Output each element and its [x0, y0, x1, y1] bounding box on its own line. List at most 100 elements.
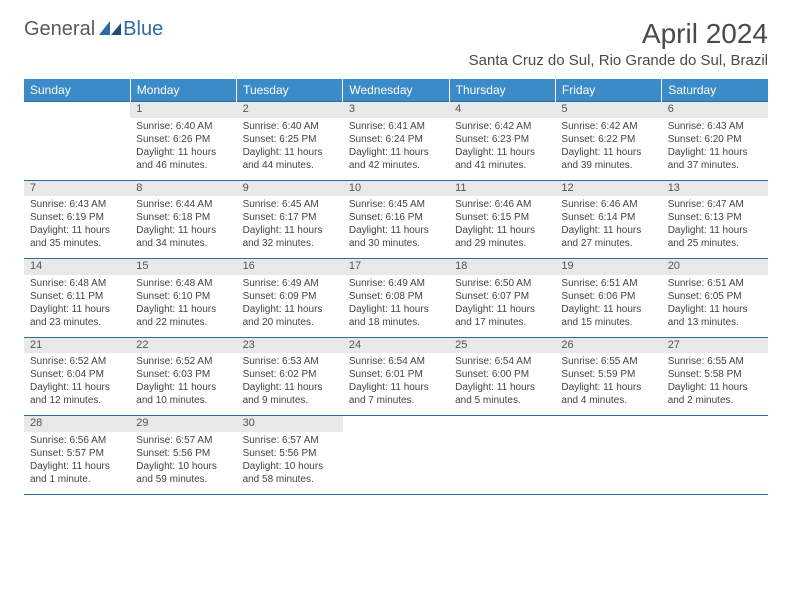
cell-line-d1: Daylight: 10 hours	[243, 460, 337, 473]
cell-line-d1: Daylight: 11 hours	[30, 303, 124, 316]
day-number-cell: 30	[237, 416, 343, 432]
cell-line-sr: Sunrise: 6:43 AM	[668, 120, 762, 133]
day-content-cell: Sunrise: 6:51 AMSunset: 6:06 PMDaylight:…	[555, 275, 661, 337]
day-content-cell: Sunrise: 6:54 AMSunset: 6:00 PMDaylight:…	[449, 353, 555, 415]
cell-line-sr: Sunrise: 6:49 AM	[243, 277, 337, 290]
title-block: April 2024 Santa Cruz do Sul, Rio Grande…	[469, 18, 768, 69]
day-number-cell: 13	[662, 180, 768, 196]
cell-line-ss: Sunset: 6:04 PM	[30, 368, 124, 381]
cell-line-d2: and 5 minutes.	[455, 394, 549, 407]
cell-line-ss: Sunset: 6:02 PM	[243, 368, 337, 381]
cell-line-d1: Daylight: 11 hours	[455, 224, 549, 237]
daynum-row: 123456	[24, 102, 768, 118]
cell-line-sr: Sunrise: 6:55 AM	[561, 355, 655, 368]
content-row: Sunrise: 6:40 AMSunset: 6:26 PMDaylight:…	[24, 118, 768, 180]
cell-line-d1: Daylight: 10 hours	[136, 460, 230, 473]
day-number-cell: 15	[130, 259, 236, 275]
cell-line-ss: Sunset: 6:17 PM	[243, 211, 337, 224]
cell-line-d2: and 37 minutes.	[668, 159, 762, 172]
cell-line-d1: Daylight: 11 hours	[349, 381, 443, 394]
day-content-cell: Sunrise: 6:46 AMSunset: 6:15 PMDaylight:…	[449, 196, 555, 258]
day-header: Friday	[555, 79, 661, 102]
daynum-row: 21222324252627	[24, 337, 768, 353]
day-header: Wednesday	[343, 79, 449, 102]
day-number-cell	[662, 416, 768, 432]
cell-line-d1: Daylight: 11 hours	[349, 303, 443, 316]
day-content-cell: Sunrise: 6:41 AMSunset: 6:24 PMDaylight:…	[343, 118, 449, 180]
day-number-cell: 23	[237, 337, 343, 353]
day-content-cell: Sunrise: 6:46 AMSunset: 6:14 PMDaylight:…	[555, 196, 661, 258]
cell-line-ss: Sunset: 6:19 PM	[30, 211, 124, 224]
cell-line-d2: and 58 minutes.	[243, 473, 337, 486]
cell-line-d1: Daylight: 11 hours	[668, 224, 762, 237]
cell-line-ss: Sunset: 6:14 PM	[561, 211, 655, 224]
day-header: Thursday	[449, 79, 555, 102]
cell-line-d2: and 34 minutes.	[136, 237, 230, 250]
cell-line-sr: Sunrise: 6:48 AM	[136, 277, 230, 290]
cell-line-d1: Daylight: 11 hours	[30, 460, 124, 473]
day-content-cell: Sunrise: 6:54 AMSunset: 6:01 PMDaylight:…	[343, 353, 449, 415]
cell-line-d2: and 29 minutes.	[455, 237, 549, 250]
day-number-cell: 14	[24, 259, 130, 275]
brand-blue: Blue	[123, 18, 163, 41]
cell-line-d2: and 17 minutes.	[455, 316, 549, 329]
cell-line-ss: Sunset: 6:08 PM	[349, 290, 443, 303]
cell-line-sr: Sunrise: 6:46 AM	[455, 198, 549, 211]
cell-line-d1: Daylight: 11 hours	[455, 146, 549, 159]
cell-line-sr: Sunrise: 6:52 AM	[30, 355, 124, 368]
header: General Blue April 2024 Santa Cruz do Su…	[0, 0, 792, 73]
content-row: Sunrise: 6:52 AMSunset: 6:04 PMDaylight:…	[24, 353, 768, 415]
cell-line-d2: and 42 minutes.	[349, 159, 443, 172]
day-number-cell: 9	[237, 180, 343, 196]
day-header: Monday	[130, 79, 236, 102]
cell-line-d2: and 1 minute.	[30, 473, 124, 486]
cell-line-d2: and 15 minutes.	[561, 316, 655, 329]
cell-line-d2: and 41 minutes.	[455, 159, 549, 172]
cell-line-d1: Daylight: 11 hours	[561, 381, 655, 394]
cell-line-d2: and 46 minutes.	[136, 159, 230, 172]
day-content-cell: Sunrise: 6:57 AMSunset: 5:56 PMDaylight:…	[237, 432, 343, 494]
cell-line-d2: and 13 minutes.	[668, 316, 762, 329]
day-number-cell	[449, 416, 555, 432]
day-number-cell: 1	[130, 102, 236, 118]
cell-line-sr: Sunrise: 6:40 AM	[243, 120, 337, 133]
day-number-cell	[343, 416, 449, 432]
content-row: Sunrise: 6:56 AMSunset: 5:57 PMDaylight:…	[24, 432, 768, 494]
cell-line-d1: Daylight: 11 hours	[455, 303, 549, 316]
cell-line-sr: Sunrise: 6:51 AM	[668, 277, 762, 290]
day-number-cell: 24	[343, 337, 449, 353]
cell-line-d1: Daylight: 11 hours	[349, 146, 443, 159]
cell-line-d2: and 10 minutes.	[136, 394, 230, 407]
cell-line-ss: Sunset: 6:05 PM	[668, 290, 762, 303]
day-number-cell: 16	[237, 259, 343, 275]
day-number-cell: 2	[237, 102, 343, 118]
cell-line-d1: Daylight: 11 hours	[455, 381, 549, 394]
separator-row	[24, 494, 768, 495]
cell-line-sr: Sunrise: 6:53 AM	[243, 355, 337, 368]
day-content-cell: Sunrise: 6:47 AMSunset: 6:13 PMDaylight:…	[662, 196, 768, 258]
cell-line-d1: Daylight: 11 hours	[243, 224, 337, 237]
page-title: April 2024	[469, 18, 768, 50]
day-content-cell: Sunrise: 6:45 AMSunset: 6:16 PMDaylight:…	[343, 196, 449, 258]
cell-line-sr: Sunrise: 6:44 AM	[136, 198, 230, 211]
cell-line-ss: Sunset: 6:22 PM	[561, 133, 655, 146]
cell-line-ss: Sunset: 6:03 PM	[136, 368, 230, 381]
day-header: Tuesday	[237, 79, 343, 102]
cell-line-ss: Sunset: 6:15 PM	[455, 211, 549, 224]
cell-line-sr: Sunrise: 6:49 AM	[349, 277, 443, 290]
day-number-cell: 21	[24, 337, 130, 353]
day-content-cell	[555, 432, 661, 494]
cell-line-d2: and 20 minutes.	[243, 316, 337, 329]
cell-line-sr: Sunrise: 6:55 AM	[668, 355, 762, 368]
cell-line-sr: Sunrise: 6:57 AM	[243, 434, 337, 447]
brand-logo: General Blue	[24, 18, 163, 41]
cell-line-d1: Daylight: 11 hours	[668, 303, 762, 316]
cell-line-d2: and 59 minutes.	[136, 473, 230, 486]
day-content-cell: Sunrise: 6:44 AMSunset: 6:18 PMDaylight:…	[130, 196, 236, 258]
cell-line-d1: Daylight: 11 hours	[243, 303, 337, 316]
cell-line-d1: Daylight: 11 hours	[243, 146, 337, 159]
calendar-table: Sunday Monday Tuesday Wednesday Thursday…	[24, 79, 768, 495]
cell-line-d1: Daylight: 11 hours	[30, 381, 124, 394]
cell-line-ss: Sunset: 6:16 PM	[349, 211, 443, 224]
cell-line-d1: Daylight: 11 hours	[561, 224, 655, 237]
